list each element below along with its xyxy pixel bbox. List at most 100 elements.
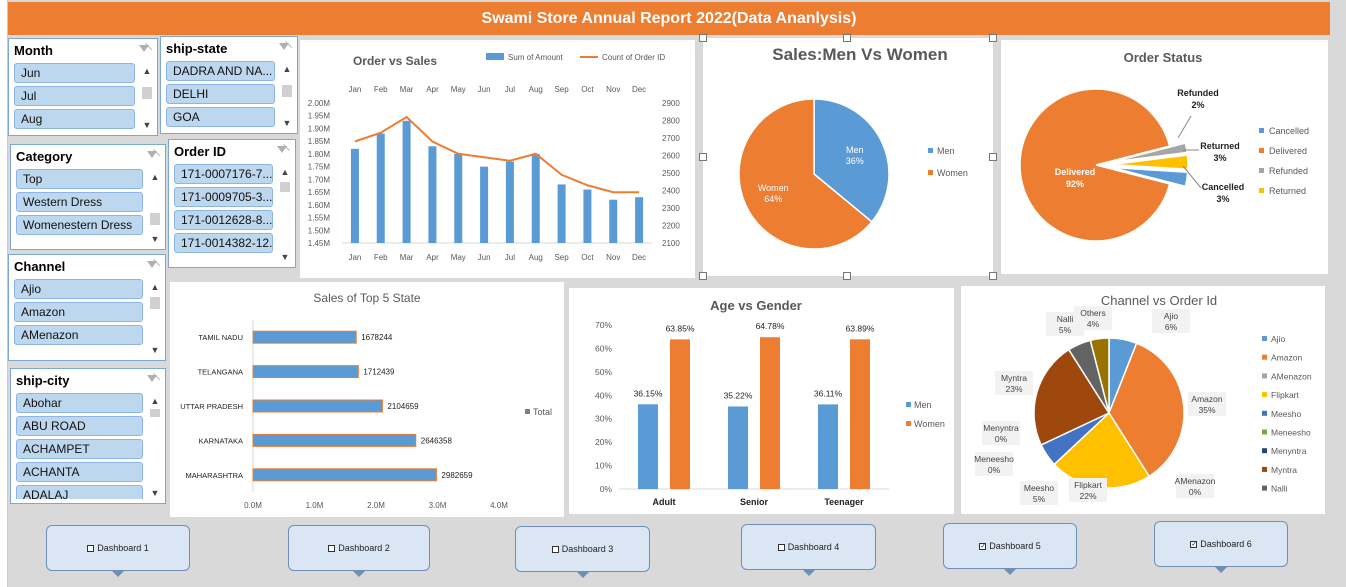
scroll-thumb[interactable] bbox=[150, 213, 160, 225]
scroll-up-icon[interactable]: ▲ bbox=[282, 64, 292, 74]
scroll-up-icon[interactable]: ▲ bbox=[142, 66, 152, 76]
slicer-item[interactable]: Aug bbox=[14, 109, 135, 129]
slicer-item[interactable]: ACHANTA bbox=[16, 462, 143, 482]
scroll-up-icon[interactable]: ▲ bbox=[150, 172, 160, 182]
slicer-ship-state[interactable]: ship-state DADRA AND NA... DELHI GOA ▲ ▼ bbox=[160, 36, 298, 134]
clear-filter-icon[interactable] bbox=[146, 150, 160, 162]
slicer-order-id[interactable]: Order ID 171-0007176-7... 171-0009705-3.… bbox=[168, 139, 296, 268]
slicer-item[interactable]: 171-0007176-7... bbox=[174, 164, 273, 184]
slicer-item[interactable]: AMenazon bbox=[14, 325, 143, 345]
resize-handle[interactable] bbox=[699, 153, 707, 161]
resize-handle[interactable] bbox=[699, 34, 707, 42]
clear-filter-icon[interactable] bbox=[276, 145, 290, 157]
chart-order-status[interactable]: Order Status Delivered 92% Refunded 2% Return… bbox=[1001, 40, 1328, 274]
sheet-gridlines bbox=[0, 0, 8, 587]
scroll-down-icon[interactable]: ▼ bbox=[142, 120, 152, 130]
chart-age-vs-gender[interactable]: Age vs Gender 70% 60% 50% 40% 30% 20% 10% 0% Adul… bbox=[569, 288, 954, 514]
scrollbar[interactable]: ▲ ▼ bbox=[148, 393, 162, 499]
scrollbar[interactable]: ▲ ▼ bbox=[278, 164, 292, 263]
y-left-tick: 1.55M bbox=[308, 214, 331, 223]
scroll-thumb[interactable] bbox=[282, 85, 292, 97]
dashboard-2-button[interactable]: Dashboard 2 bbox=[288, 525, 430, 577]
slicer-ship-city[interactable]: ship-city Abohar ABU ROAD ACHAMPET ACHAN… bbox=[10, 368, 166, 504]
slicer-item[interactable]: DELHI bbox=[166, 84, 275, 104]
scroll-thumb[interactable] bbox=[280, 182, 290, 192]
scrollbar[interactable]: ▲ ▼ bbox=[148, 169, 162, 245]
scroll-thumb[interactable] bbox=[142, 87, 152, 99]
x-tick: Nov bbox=[606, 253, 620, 262]
scrollbar[interactable]: ▲ ▼ bbox=[148, 279, 162, 356]
slicer-item[interactable]: Jun bbox=[14, 63, 135, 83]
dashboard-1-button[interactable]: Dashboard 1 bbox=[46, 525, 190, 577]
slicer-category[interactable]: Category Top Western Dress Womenestern D… bbox=[10, 144, 166, 250]
slicer-item[interactable]: ADALAJ bbox=[16, 485, 143, 499]
slicer-item[interactable]: ABU ROAD bbox=[16, 416, 143, 436]
slicer-item[interactable]: 171-0009705-3... bbox=[174, 187, 273, 207]
dashboard-4-button[interactable]: Dashboard 4 bbox=[741, 524, 876, 576]
clear-filter-icon[interactable] bbox=[278, 42, 292, 54]
dashboard-6-button[interactable]: ✓ Dashboard 6 bbox=[1154, 521, 1288, 573]
slicer-item[interactable]: Top bbox=[16, 169, 143, 189]
y-right-tick: 2900 bbox=[662, 99, 680, 108]
pie-slice bbox=[1111, 154, 1189, 171]
clear-filter-icon[interactable] bbox=[146, 374, 160, 386]
scroll-up-icon[interactable]: ▲ bbox=[150, 282, 160, 292]
chart-sales-men-women[interactable]: Sales:Men Vs Women Men 36% Women 64% Men Women bbox=[703, 38, 993, 276]
legend-swatch bbox=[1259, 168, 1264, 173]
slicer-item[interactable]: Abohar bbox=[16, 393, 143, 413]
resize-handle[interactable] bbox=[843, 34, 851, 42]
chart-top5-state[interactable]: Sales of Top 5 State 0.0M 1.0M 2.0M 3.0M 4.0M… bbox=[170, 282, 564, 517]
y-tick: 40% bbox=[595, 390, 612, 400]
legend-swatch bbox=[525, 409, 530, 414]
scrollbar[interactable]: ▲ ▼ bbox=[280, 61, 294, 129]
x-tick-top: Jan bbox=[348, 85, 361, 94]
chart-channel-vs-order[interactable]: Channel vs Order Id Ajio 6% Amazon 35% AMenaz… bbox=[961, 286, 1325, 514]
scroll-down-icon[interactable]: ▼ bbox=[150, 345, 160, 355]
scroll-thumb[interactable] bbox=[150, 409, 160, 417]
resize-handle[interactable] bbox=[989, 272, 997, 280]
slicer-item[interactable]: Western Dress bbox=[16, 192, 143, 212]
scroll-down-icon[interactable]: ▼ bbox=[280, 252, 290, 262]
resize-handle[interactable] bbox=[699, 272, 707, 280]
slicer-item[interactable]: Jul bbox=[14, 86, 135, 106]
scroll-up-icon[interactable]: ▲ bbox=[280, 167, 290, 177]
slicer-month[interactable]: Month Jun Jul Aug ▲ ▼ bbox=[8, 38, 158, 136]
resize-handle[interactable] bbox=[989, 34, 997, 42]
y-tick: 70% bbox=[595, 320, 612, 330]
scrollbar[interactable]: ▲ ▼ bbox=[140, 63, 154, 131]
bar bbox=[252, 433, 417, 447]
x-tick: Mar bbox=[400, 253, 414, 262]
checkbox-icon bbox=[551, 545, 559, 553]
scroll-thumb[interactable] bbox=[150, 297, 160, 309]
slicer-item[interactable]: GOA bbox=[166, 107, 275, 127]
dashboard-5-button[interactable]: ✓ Dashboard 5 bbox=[943, 523, 1077, 575]
bar bbox=[728, 406, 748, 489]
slicer-item[interactable]: DADRA AND NA... bbox=[166, 61, 275, 81]
data-label: 0% bbox=[995, 434, 1008, 444]
slicer-item[interactable]: Womenestern Dress bbox=[16, 215, 143, 235]
data-label: 64.78% bbox=[756, 321, 785, 331]
resize-handle[interactable] bbox=[843, 272, 851, 280]
clear-filter-icon[interactable] bbox=[146, 260, 160, 272]
chart-order-vs-sales[interactable]: Order vs Sales Sum of Amount Count of Orde… bbox=[300, 40, 695, 278]
slicer-item[interactable]: 171-0012628-8... bbox=[174, 210, 273, 230]
scroll-down-icon[interactable]: ▼ bbox=[282, 118, 292, 128]
legend-swatch bbox=[1262, 485, 1267, 491]
slicer-item[interactable]: Ajio bbox=[14, 279, 143, 299]
y-left-tick: 1.65M bbox=[308, 188, 331, 197]
slicer-channel[interactable]: Channel Ajio Amazon AMenazon ▲ ▼ bbox=[8, 254, 166, 361]
scroll-down-icon[interactable]: ▼ bbox=[150, 234, 160, 244]
slicer-item[interactable]: 171-0014382-12... bbox=[174, 233, 273, 253]
bar bbox=[252, 468, 437, 482]
y-left-tick: 1.45M bbox=[308, 239, 331, 248]
data-label: 36.15% bbox=[634, 388, 663, 398]
slicer-item[interactable]: Amazon bbox=[14, 302, 143, 322]
resize-handle[interactable] bbox=[989, 153, 997, 161]
dashboard-3-button[interactable]: Dashboard 3 bbox=[515, 526, 650, 578]
scroll-up-icon[interactable]: ▲ bbox=[150, 396, 160, 406]
x-tick: Feb bbox=[374, 253, 388, 262]
scroll-down-icon[interactable]: ▼ bbox=[150, 488, 160, 498]
slicer-item[interactable]: ACHAMPET bbox=[16, 439, 143, 459]
clear-filter-icon[interactable] bbox=[138, 44, 152, 56]
data-label-box bbox=[1020, 481, 1058, 505]
